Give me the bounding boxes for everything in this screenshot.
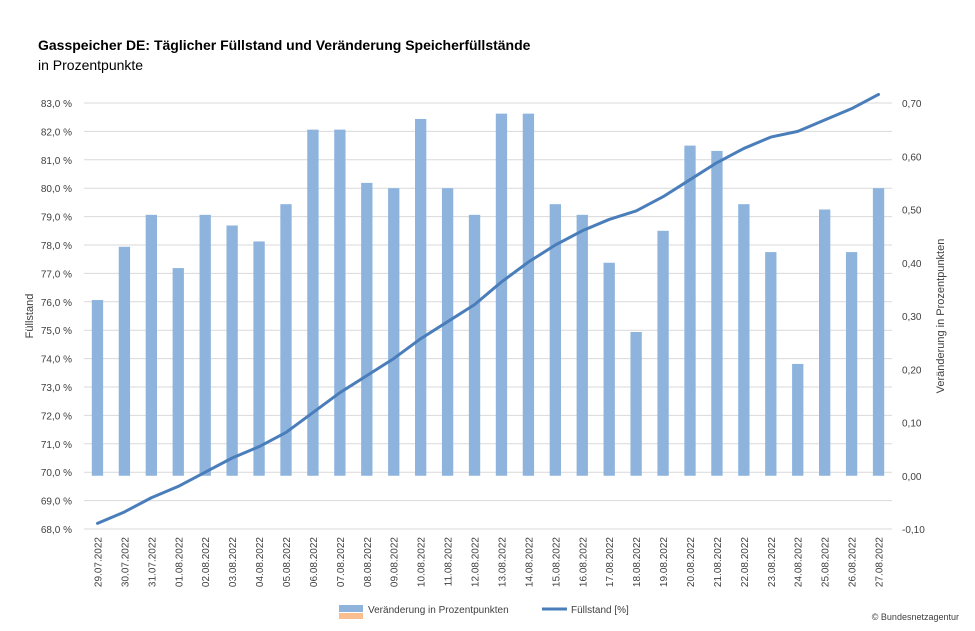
series-line-fuellstand: [95, 92, 881, 525]
x-tick-label: 30.07.2022: [120, 537, 131, 587]
chart-title: Gasspeicher DE: Täglicher Füllstand und …: [38, 37, 531, 53]
x-tick-label: 20.08.2022: [686, 537, 697, 587]
copyright-notice: © Bundesnetzagentur: [871, 612, 959, 622]
x-tick-label: 01.08.2022: [174, 537, 185, 587]
bar: [226, 225, 238, 476]
y-right-axis-label: Veränderung in Prozentpunkten: [935, 239, 947, 394]
x-tick-label: 22.08.2022: [740, 537, 751, 587]
y-left-tick-label: 72,0 %: [41, 411, 72, 422]
bar: [495, 113, 508, 476]
bar: [792, 363, 804, 476]
bar: [361, 182, 373, 476]
y-left-tick-label: 76,0 %: [41, 298, 72, 309]
y-left-tick-label: 75,0 %: [41, 326, 72, 337]
bar: [199, 214, 211, 476]
x-tick-label: 07.08.2022: [336, 537, 347, 587]
x-tick-label: 11.08.2022: [444, 537, 455, 587]
y-left-tick-label: 83,0 %: [41, 99, 72, 110]
x-tick-label: 12.08.2022: [471, 537, 482, 587]
bar: [280, 204, 292, 476]
x-tick-label: 03.08.2022: [228, 537, 239, 587]
x-tick-label: 10.08.2022: [417, 537, 428, 587]
bar: [91, 300, 104, 476]
bar: [118, 246, 131, 476]
y-left-tick-label: 71,0 %: [41, 440, 72, 451]
x-tick-label: 09.08.2022: [390, 537, 401, 587]
bar: [765, 252, 777, 476]
y-left-tick-label: 79,0 %: [41, 213, 72, 224]
y-right-tick-label: 0,60: [902, 152, 922, 163]
x-tick-label: 08.08.2022: [363, 537, 374, 587]
bar: [334, 129, 346, 476]
y-right-tick-label: -0,10: [902, 525, 925, 536]
bar: [603, 262, 615, 476]
bar: [684, 145, 696, 476]
y-left-tick-label: 73,0 %: [41, 383, 72, 394]
y-left-tick-label: 80,0 %: [41, 184, 72, 195]
bar: [657, 230, 669, 476]
y-left-axis-label: Füllstand: [24, 294, 36, 339]
bar: [738, 204, 750, 476]
bar: [468, 214, 481, 476]
x-tick-label: 19.08.2022: [659, 537, 670, 587]
y-right-tick-label: 0,70: [902, 99, 922, 110]
x-tick-label: 14.08.2022: [524, 537, 535, 587]
bar: [253, 241, 265, 476]
x-tick-label: 15.08.2022: [551, 537, 562, 587]
bar: [441, 188, 454, 476]
y-left-tick-label: 81,0 %: [41, 156, 72, 167]
bar: [845, 252, 858, 476]
y-right-tick-label: 0,00: [902, 472, 922, 483]
legend-label-veraenderung: Veränderung in Prozentpunkten: [368, 605, 509, 616]
bar: [388, 188, 400, 476]
bar: [415, 118, 427, 476]
x-tick-label: 04.08.2022: [255, 537, 266, 587]
y-right-tick-label: 0,30: [902, 312, 922, 323]
bar: [576, 214, 588, 476]
y-left-tick-label: 70,0 %: [41, 468, 72, 479]
legend-swatch-secondary: [339, 613, 363, 619]
x-tick-label: 27.08.2022: [875, 537, 886, 587]
x-tick-label: 06.08.2022: [309, 537, 320, 587]
y-right-tick-label: 0,20: [902, 365, 922, 376]
y-right-tick-label: 0,40: [902, 259, 922, 270]
legend-swatch-veraenderung: [339, 605, 363, 612]
x-tick-label: 16.08.2022: [578, 537, 589, 587]
bar: [819, 209, 831, 476]
bar: [145, 214, 157, 476]
x-tick-label: 02.08.2022: [201, 537, 212, 587]
x-tick-label: 31.07.2022: [147, 537, 158, 587]
x-tick-label: 29.07.2022: [93, 537, 104, 587]
y-left-tick-label: 74,0 %: [41, 355, 72, 366]
x-tick-label: 05.08.2022: [282, 537, 293, 587]
y-right-tick-label: 0,10: [902, 419, 922, 430]
bar: [549, 204, 561, 476]
y-left-tick-label: 78,0 %: [41, 241, 72, 252]
bar: [711, 150, 723, 476]
y-left-tick-label: 77,0 %: [41, 269, 72, 280]
bar: [172, 268, 184, 476]
x-tick-label: 23.08.2022: [767, 537, 778, 587]
y-left-tick-label: 82,0 %: [41, 127, 72, 138]
x-tick-label: 17.08.2022: [605, 537, 616, 587]
y-left-tick-label: 69,0 %: [41, 497, 72, 508]
legend-label-fuellstand: Füllstand [%]: [571, 605, 629, 616]
bar: [630, 331, 642, 476]
x-tick-label: 24.08.2022: [794, 537, 805, 587]
x-tick-label: 26.08.2022: [848, 537, 859, 587]
bar: [522, 113, 535, 476]
x-tick-label: 13.08.2022: [497, 537, 508, 587]
x-tick-label: 18.08.2022: [632, 537, 643, 587]
bar: [307, 129, 319, 476]
x-tick-label: 25.08.2022: [821, 537, 832, 587]
bar: [872, 188, 885, 476]
chart-subtitle: in Prozentpunkte: [38, 57, 144, 73]
y-left-tick-label: 68,0 %: [41, 525, 72, 536]
x-tick-label: 21.08.2022: [713, 537, 724, 587]
y-right-tick-label: 0,50: [902, 206, 922, 217]
